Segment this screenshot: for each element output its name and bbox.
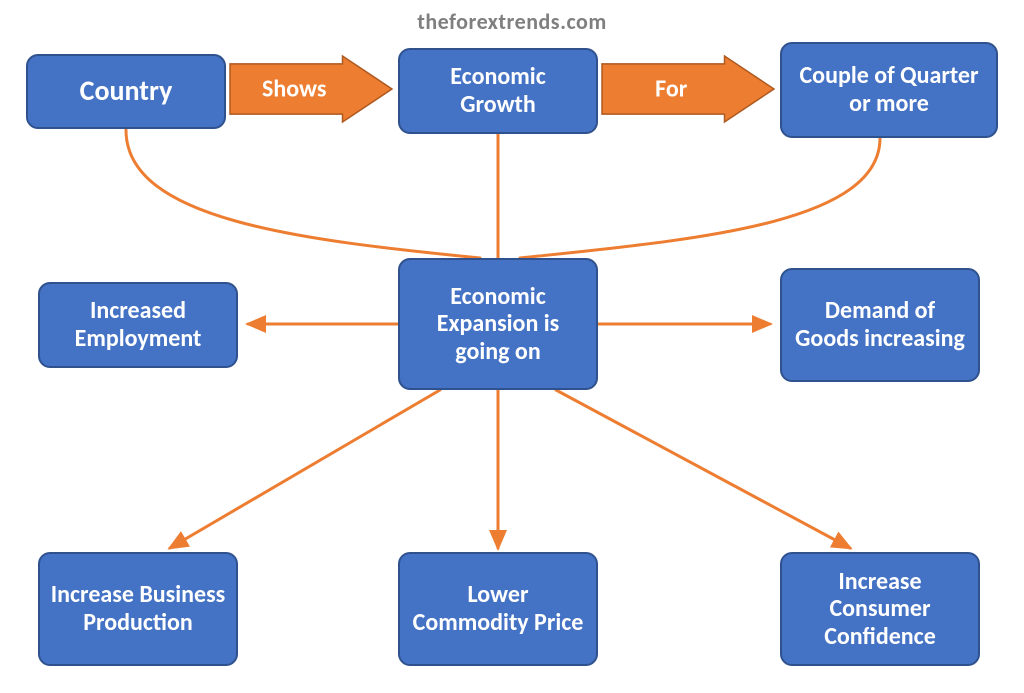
diagram-canvas: { "meta": { "watermark": "theforextrends… [0,0,1024,693]
node-employment: Increased Employment [38,282,238,368]
node-economic_growth: Economic Growth [398,48,598,134]
node-consumer: Increase Consumer Confidence [780,552,980,666]
node-demand: Demand of Goods increasing [780,268,980,382]
node-business: Increase Business Production [38,552,238,666]
node-expansion: Economic Expansion is going on [398,258,598,390]
node-quarters: Couple of Quarter or more [780,42,998,138]
node-commodity: Lower Commodity Price [398,552,598,666]
node-country: Country [26,54,226,129]
node-layer: Country Economic Growth Couple of Quarter … [0,0,1024,693]
